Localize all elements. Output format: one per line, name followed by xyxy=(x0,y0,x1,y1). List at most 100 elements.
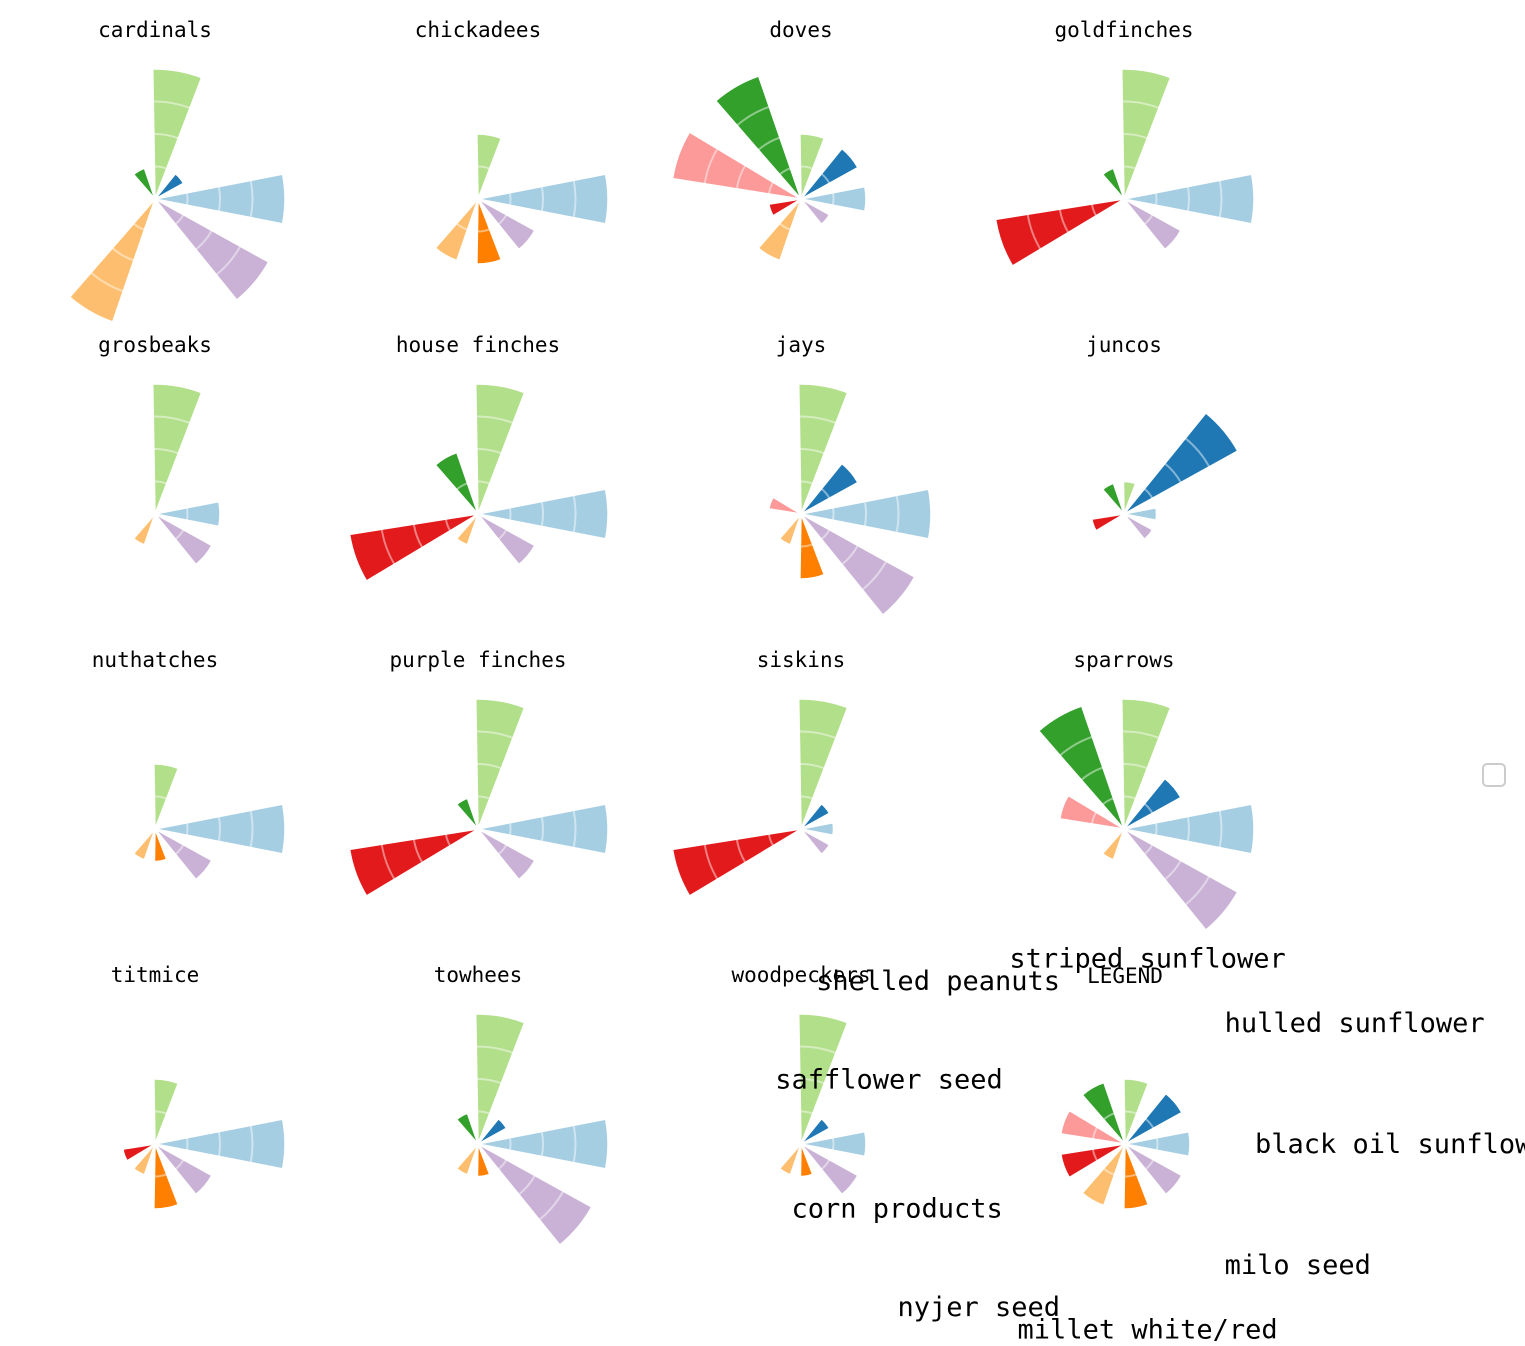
legend-petal-hulled xyxy=(1124,1092,1183,1145)
panel-house-finches-petal-nyjer xyxy=(455,513,479,546)
legend-label-nyjer: nyjer seed xyxy=(897,1292,1060,1323)
panel-doves-petal-milo xyxy=(800,198,831,226)
panel-jays-petal-millet xyxy=(799,513,826,580)
panel-woodpeckers-petal-millet xyxy=(799,1143,814,1178)
panel-title: nuthatches xyxy=(92,648,218,672)
panel-towhees: towhees xyxy=(434,963,609,1247)
panel-siskins-petal-corn xyxy=(671,828,802,897)
panel-sparrows-petal-peanuts xyxy=(1037,705,1125,830)
panel-doves: doves xyxy=(671,18,867,262)
panel-sparrows-petal-striped xyxy=(1120,698,1172,830)
panel-grosbeaks-petal-striped xyxy=(151,383,203,515)
legend-petal-safflower xyxy=(1059,1109,1126,1145)
panel-purple-finches-petal-milo xyxy=(477,828,536,881)
panel-towhees-petal-nyjer xyxy=(455,1143,479,1176)
panel-titmice-petal-milo xyxy=(154,1143,213,1196)
panel-siskins-petal-black_oil xyxy=(800,821,835,837)
panel-towhees-petal-millet xyxy=(476,1143,491,1178)
panel-siskins-petal-milo xyxy=(800,828,831,856)
panel-title: sparrows xyxy=(1073,648,1174,672)
panel-juncos-petal-peanuts xyxy=(1101,482,1125,515)
panel-cardinals-petal-milo xyxy=(154,198,270,302)
panel-titmice-petal-millet xyxy=(153,1143,180,1210)
panel-nuthatches-petal-black_oil xyxy=(154,803,286,855)
panel-title: chickadees xyxy=(415,18,541,42)
panel-woodpeckers-petal-milo xyxy=(800,1143,859,1196)
panel-nuthatches-petal-striped xyxy=(153,763,180,830)
panel-woodpeckers: woodpeckers xyxy=(731,963,871,1196)
legend-petal-black_oil xyxy=(1124,1130,1191,1158)
panel-cardinals-petal-peanuts xyxy=(132,167,156,200)
panel-grosbeaks-petal-milo xyxy=(154,513,213,566)
panel-nuthatches-petal-milo xyxy=(154,828,213,881)
panel-cardinals-petal-nyjer xyxy=(68,198,156,323)
legend-panel: LEGEND black oil sunflower hulled sunflow… xyxy=(775,943,1525,1345)
legend-label-striped: striped sunflower xyxy=(1009,943,1285,974)
empty-legend-box xyxy=(1482,763,1506,787)
panel-towhees-petal-hulled xyxy=(477,1117,508,1145)
panel-titmice-petal-nyjer xyxy=(132,1143,156,1176)
panel-woodpeckers-petal-nyjer xyxy=(778,1143,802,1176)
panel-title: towhees xyxy=(434,963,523,987)
panel-grosbeaks-petal-nyjer xyxy=(132,513,156,546)
panel-siskins-petal-hulled xyxy=(800,802,831,830)
panel-title: jays xyxy=(776,333,827,357)
panel-siskins: siskins xyxy=(671,648,849,897)
panel-doves-petal-nyjer xyxy=(757,198,802,262)
panel-jays: jays xyxy=(768,333,932,617)
panel-chickadees-petal-millet xyxy=(476,198,503,265)
panel-title: siskins xyxy=(757,648,846,672)
panel-juncos-petal-milo xyxy=(1123,513,1154,541)
panel-nuthatches: nuthatches xyxy=(92,648,286,881)
panel-jays-petal-black_oil xyxy=(800,488,932,540)
legend-labels: black oil sunflower hulled sunflower strip… xyxy=(775,943,1525,1345)
panel-goldfinches: goldfinches xyxy=(994,18,1255,267)
legend-petal-nyjer xyxy=(1081,1143,1126,1207)
panel-juncos-petal-black_oil xyxy=(1123,506,1158,522)
panel-title: juncos xyxy=(1086,333,1162,357)
legend-title: LEGEND xyxy=(1087,964,1163,988)
panel-titmice-petal-striped xyxy=(153,1078,180,1145)
panel-title: goldfinches xyxy=(1054,18,1193,42)
panel-title: cardinals xyxy=(98,18,212,42)
panel-chickadees-petal-striped xyxy=(476,133,503,200)
panel-goldfinches-petal-striped xyxy=(1120,68,1172,200)
panel-juncos-petal-hulled xyxy=(1123,411,1239,515)
panel-doves-petal-hulled xyxy=(800,147,859,200)
panel-title: doves xyxy=(769,18,832,42)
legend-petals xyxy=(1059,1078,1191,1210)
panel-grosbeaks-petal-black_oil xyxy=(154,500,221,528)
panel-grosbeaks: grosbeaks xyxy=(98,333,221,566)
panel-sparrows: sparrows xyxy=(1037,648,1255,932)
legend-label-black_oil: black oil sunflower xyxy=(1255,1129,1525,1160)
panel-house-finches-petal-striped xyxy=(474,383,526,515)
panel-goldfinches-petal-milo xyxy=(1123,198,1182,251)
panel-house-finches-petal-black_oil xyxy=(477,488,609,540)
panel-title: grosbeaks xyxy=(98,333,212,357)
panel-nuthatches-petal-nyjer xyxy=(132,828,156,861)
legend-label-hulled: hulled sunflower xyxy=(1225,1008,1485,1039)
panel-cardinals: cardinals xyxy=(68,18,286,323)
panel-doves-petal-black_oil xyxy=(800,185,867,213)
panel-title: house finches xyxy=(396,333,560,357)
panel-house-finches: house finches xyxy=(348,333,609,582)
panel-goldfinches-petal-black_oil xyxy=(1123,173,1255,225)
panel-doves-petal-corn xyxy=(768,198,802,217)
panel-jays-petal-striped xyxy=(797,383,849,515)
legend-label-safflower: safflower seed xyxy=(775,1065,1003,1096)
panel-woodpeckers-petal-hulled xyxy=(800,1117,831,1145)
panel-titmice-petal-corn xyxy=(122,1143,156,1162)
panel-chickadees: chickadees xyxy=(415,18,609,265)
legend-petal-corn xyxy=(1059,1143,1126,1179)
panel-house-finches-petal-milo xyxy=(477,513,536,566)
panel-towhees-petal-milo xyxy=(477,1143,593,1247)
small-multiples-grid: cardinals chickadees doves goldfinches grosb… xyxy=(68,18,1255,1247)
legend-label-corn: corn products xyxy=(791,1194,1002,1225)
legend-petal-striped xyxy=(1123,1078,1150,1145)
panel-chickadees-petal-black_oil xyxy=(477,173,609,225)
panel-jays-petal-hulled xyxy=(800,462,859,515)
panel-purple-finches-petal-striped xyxy=(474,698,526,830)
panel-titmice-petal-black_oil xyxy=(154,1118,286,1170)
panel-title: titmice xyxy=(111,963,200,987)
